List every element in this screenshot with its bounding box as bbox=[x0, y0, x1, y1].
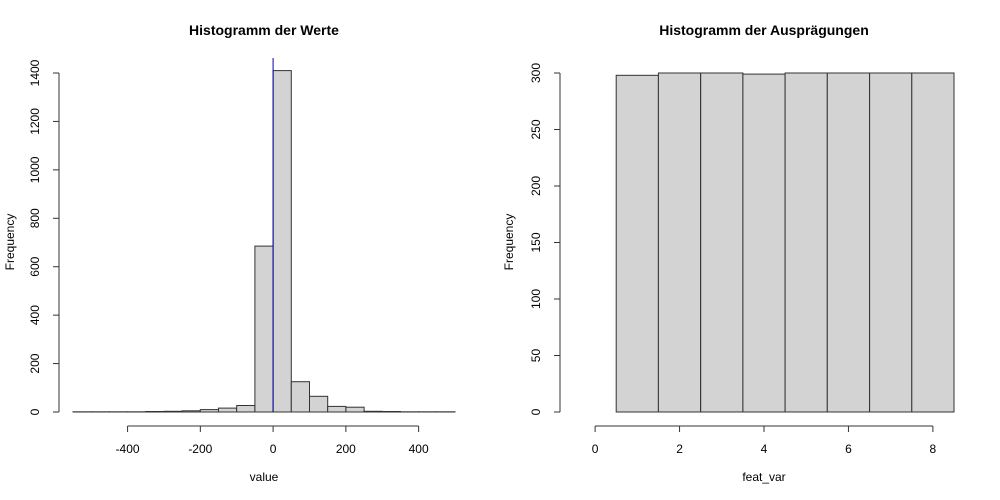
y-tick-label: 600 bbox=[28, 256, 42, 276]
x-tick-label: 4 bbox=[761, 442, 768, 456]
histogram-bar bbox=[615, 74, 659, 413]
chart-title: Histogramm der Werte bbox=[189, 22, 339, 38]
histogram-bar bbox=[163, 410, 183, 413]
x-axis: 0 2 4 6 8 bbox=[592, 425, 937, 456]
x-tick-label: 2 bbox=[676, 442, 683, 456]
y-tick-label: 100 bbox=[529, 289, 543, 309]
y-tick-label: 1000 bbox=[28, 156, 42, 183]
x-tick-label: 0 bbox=[270, 442, 277, 456]
histogram-bar bbox=[742, 73, 786, 413]
x-axis-label: value bbox=[250, 470, 279, 484]
histogram-bar bbox=[199, 409, 220, 413]
histogram-bar bbox=[254, 245, 274, 413]
histogram-bar bbox=[657, 72, 702, 413]
y-tick-label: 300 bbox=[529, 63, 543, 83]
y-tick-label: 150 bbox=[529, 232, 543, 252]
x-axis: -400 -200 0 200 400 bbox=[116, 425, 429, 456]
x-tick-label: 0 bbox=[592, 442, 599, 456]
y-tick-label: 1400 bbox=[28, 59, 42, 86]
histogram-bar bbox=[911, 72, 955, 413]
histogram-bar bbox=[218, 407, 238, 413]
x-tick-label: 400 bbox=[409, 442, 429, 456]
bars-group bbox=[72, 70, 456, 413]
histogram-bar bbox=[145, 411, 165, 413]
histogram-bar bbox=[327, 405, 347, 413]
y-tick-label: 200 bbox=[28, 353, 42, 373]
chart-title: Histogramm der Ausprägungen bbox=[659, 22, 869, 38]
y-axis-label: Frequency bbox=[502, 214, 516, 271]
bars-group bbox=[615, 72, 955, 413]
histogram-bar bbox=[181, 410, 201, 413]
x-tick-label: 8 bbox=[930, 442, 937, 456]
histogram-bar bbox=[826, 72, 870, 413]
y-tick-label: 50 bbox=[529, 349, 543, 363]
y-tick-label: 0 bbox=[28, 408, 42, 415]
histogram-bar bbox=[309, 395, 329, 413]
y-axis: 0 50 100 150 200 250 300 bbox=[529, 63, 561, 415]
y-tick-label: 800 bbox=[28, 208, 42, 228]
y-tick-label: 1200 bbox=[28, 108, 42, 135]
histogram-bar bbox=[345, 406, 365, 413]
y-axis-label: Frequency bbox=[3, 214, 17, 271]
y-tick-label: 0 bbox=[529, 408, 543, 415]
histogram-bar bbox=[363, 410, 383, 413]
x-tick-label: -200 bbox=[188, 442, 212, 456]
histogram-bar bbox=[381, 411, 401, 413]
y-tick-label: 250 bbox=[529, 119, 543, 139]
histogram-bar bbox=[700, 72, 744, 413]
x-tick-label: 200 bbox=[336, 442, 356, 456]
histogram-values-panel: Histogramm der Werte value Frequency -40… bbox=[3, 22, 456, 484]
histogram-levels-panel: Histogramm der Ausprägungen feat_var Fre… bbox=[502, 22, 955, 484]
x-tick-label: -400 bbox=[116, 442, 140, 456]
y-tick-label: 200 bbox=[529, 176, 543, 196]
histogram-bar bbox=[236, 405, 256, 413]
x-tick-label: 6 bbox=[845, 442, 852, 456]
y-tick-label: 400 bbox=[28, 305, 42, 325]
histogram-bar bbox=[784, 72, 828, 413]
histogram-bar bbox=[290, 381, 310, 413]
histogram-bar bbox=[272, 70, 292, 413]
histogram-bar bbox=[869, 72, 913, 413]
x-axis-label: feat_var bbox=[742, 470, 785, 484]
y-axis: 0 200 400 600 800 1000 1200 1400 bbox=[28, 59, 60, 415]
